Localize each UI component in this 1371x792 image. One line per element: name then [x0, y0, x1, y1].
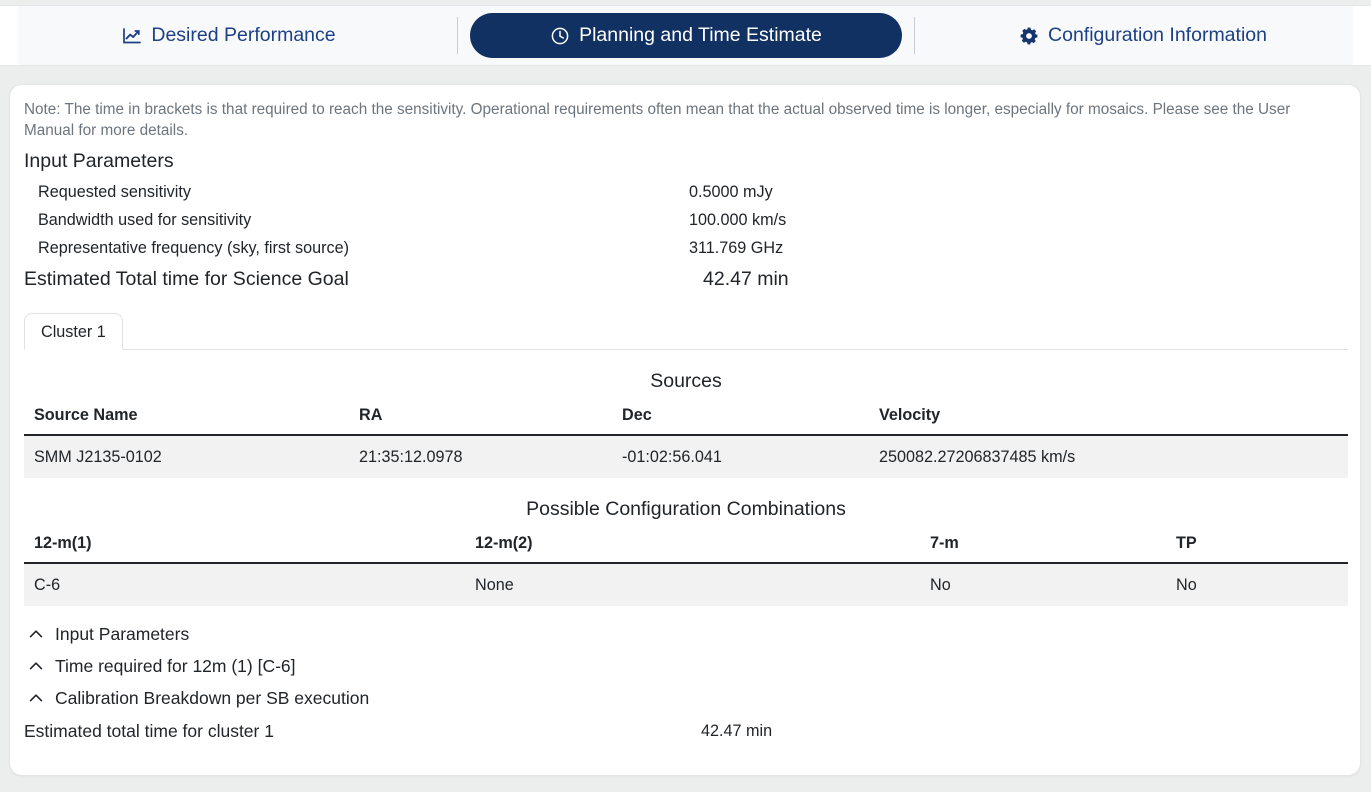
parameter-label: Requested sensitivity: [38, 183, 191, 201]
cell-12m-1: C-6: [24, 563, 465, 606]
column-header-12m-1: 12-m(1): [24, 530, 465, 564]
parameter-label: Representative frequency (sky, first sou…: [38, 239, 349, 257]
cell-source-name: SMM J2135-0102: [24, 435, 349, 478]
cluster-total-row: Estimated total time for cluster 1 42.47…: [24, 715, 1346, 747]
column-header-velocity: Velocity: [869, 402, 1348, 436]
configurations-table: 12-m(1) 12-m(2) 7-m TP C-6 None No No: [24, 530, 1348, 606]
parameter-value: 0.5000 mJy: [689, 183, 773, 201]
cluster-total-value: 42.47 min: [701, 722, 773, 740]
table-header-row: 12-m(1) 12-m(2) 7-m TP: [24, 530, 1348, 564]
science-goal-total-row: Estimated Total time for Science Goal 42…: [24, 264, 1346, 295]
clock-icon: [549, 25, 570, 46]
column-header-tp: TP: [1166, 530, 1348, 564]
collapsible-sections: Input Parameters Time required for 12m (…: [24, 618, 1346, 714]
science-goal-total-value: 42.47 min: [703, 268, 789, 290]
tab-separator: [457, 17, 458, 54]
cell-12m-2: None: [465, 563, 920, 606]
sources-table: Source Name RA Dec Velocity SMM J2135-01…: [24, 402, 1348, 478]
cluster-tabstrip: Cluster 1: [24, 311, 1348, 350]
input-parameter-row: Requested sensitivity 0.5000 mJy: [24, 178, 1346, 206]
cell-dec: -01:02:56.041: [612, 435, 869, 478]
parameter-value: 100.000 km/s: [689, 211, 787, 229]
collapsible-label: Input Parameters: [55, 624, 190, 644]
tab-label: Planning and Time Estimate: [579, 24, 822, 46]
parameter-value: 311.769 GHz: [689, 239, 784, 257]
tab-label: Configuration Information: [1048, 24, 1267, 46]
table-header-row: Source Name RA Dec Velocity: [24, 402, 1348, 436]
input-parameter-row: Representative frequency (sky, first sou…: [24, 234, 1346, 262]
column-header-7m: 7-m: [920, 530, 1166, 564]
cell-tp: No: [1166, 563, 1348, 606]
column-header-dec: Dec: [612, 402, 869, 436]
collapsible-input-parameters[interactable]: Input Parameters: [24, 618, 1346, 650]
input-parameters-heading: Input Parameters: [24, 150, 174, 172]
cell-ra: 21:35:12.0978: [349, 435, 612, 478]
input-parameter-row: Bandwidth used for sensitivity 100.000 k…: [24, 206, 1346, 234]
configurations-table-title: Possible Configuration Combinations: [526, 498, 846, 520]
line-chart-icon: [121, 25, 142, 46]
chevron-up-icon: [26, 688, 46, 708]
column-header-ra: RA: [349, 402, 612, 436]
collapsible-label: Time required for 12m (1) [C-6]: [55, 656, 296, 676]
cell-7m: No: [920, 563, 1166, 606]
column-header-12m-2: 12-m(2): [465, 530, 920, 564]
tab-separator: [914, 17, 915, 54]
table-row: SMM J2135-0102 21:35:12.0978 -01:02:56.0…: [24, 435, 1348, 478]
table-row: C-6 None No No: [24, 563, 1348, 606]
chevron-up-icon: [26, 624, 46, 644]
column-header-source-name: Source Name: [24, 402, 349, 436]
cluster-tab-1[interactable]: Cluster 1: [24, 313, 123, 350]
tab-label: Desired Performance: [151, 24, 336, 46]
planning-time-estimate-panel: Note: The time in brackets is that requi…: [9, 84, 1361, 776]
main-tabbar: Desired Performance Planning and Time Es…: [0, 5, 1371, 66]
tab-configuration-information[interactable]: Configuration Information: [914, 5, 1371, 66]
cell-velocity: 250082.27206837485 km/s: [869, 435, 1348, 478]
collapsible-time-required-12m-1[interactable]: Time required for 12m (1) [C-6]: [24, 650, 1346, 682]
parameter-label: Bandwidth used for sensitivity: [38, 211, 252, 229]
collapsible-calibration-breakdown[interactable]: Calibration Breakdown per SB execution: [24, 682, 1346, 714]
tab-planning-and-time-estimate[interactable]: Planning and Time Estimate: [457, 5, 914, 66]
science-goal-total-label: Estimated Total time for Science Goal: [24, 268, 349, 290]
tab-desired-performance[interactable]: Desired Performance: [0, 5, 457, 66]
note-text: Note: The time in brackets is that requi…: [24, 101, 1291, 139]
cluster-total-label: Estimated total time for cluster 1: [24, 721, 274, 741]
sources-table-title: Sources: [650, 370, 722, 392]
gear-icon: [1018, 25, 1039, 46]
collapsible-label: Calibration Breakdown per SB execution: [55, 688, 370, 708]
chevron-up-icon: [26, 656, 46, 676]
